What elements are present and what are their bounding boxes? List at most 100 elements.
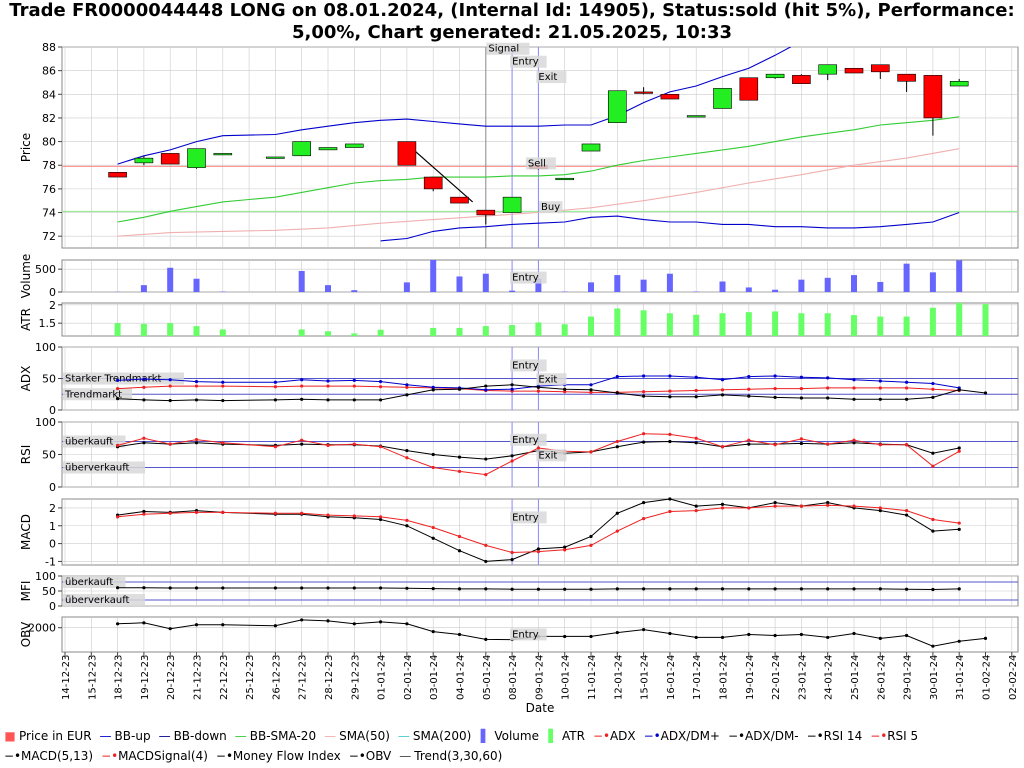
chart-title-line1: Trade FR0000044448 LONG on 08.01.2024, (… [9,0,1015,21]
volume-annotation: Entry [512,273,539,284]
legend-swatch: −• [870,729,888,743]
volume-bar [456,276,463,292]
atr-bar [956,303,963,336]
price-ytick-label: 86 [42,65,56,78]
rsi-series-line-point [852,438,856,442]
adx-series-line-point [326,384,330,388]
macd-series-line-point [194,510,199,514]
volume-ytick-label: 0 [49,286,56,299]
adx-series-line-point [905,380,909,384]
legend-item: — BB-SMA-20 [235,726,316,746]
atr-bar [482,326,489,336]
legend-swatch: — [399,749,412,763]
x-tick-label: 04-01-24 [456,655,467,700]
obv-series-line-point [457,632,462,637]
chart-title-line2: 5,00%, Chart generated: 21.05.2025, 10:3… [291,22,733,43]
rsi-series-line-point [300,442,304,446]
legend-item: −•OBV [349,746,392,766]
legend-item: −•ADX/DM- [728,726,799,746]
rsi-series-line-point [694,441,698,445]
obv-series-line-point [878,636,882,640]
adx-series-line-point [536,385,541,389]
x-tick-label: 10-01-24 [561,655,572,700]
macd-series-line-point [720,506,725,510]
legend-swatch: −• [592,729,611,743]
adx-series-line-point [668,374,672,378]
macd-series-line-point [379,517,383,522]
volume-bar [351,290,358,292]
mfi-series-line-point [431,587,435,591]
atr-bar [351,333,358,336]
adx-series-line-point [457,387,462,391]
chart-legend: ■ Price in EUR — BB-up — BB-down — BB-SMA-20— SM… [4,726,1020,766]
adx-series-line-point [589,388,593,392]
mfi-series-line-point [168,586,172,590]
legend-item: — SMA(50) [324,726,390,746]
macd-series-line-point [563,548,567,552]
legend-label: BB-up [114,729,151,743]
candle [344,143,364,148]
macd-series-line-point [826,500,830,505]
legend-swatch: −• [643,729,661,743]
candle [844,67,864,74]
mfi-series-line-point [194,586,199,590]
obv-series-line-point [352,622,356,626]
mfi-series-line-point [405,586,409,590]
x-tick-label: 24-01-24 [824,655,835,700]
x-tick-label: 23-01-24 [797,655,808,700]
mfi-level-label: überverkauft [65,595,130,606]
adx-series-line-point [852,397,856,401]
rsi-series-line-point [668,432,672,436]
rsi-annotation: Entry [512,435,539,446]
x-tick-label: 05-01-24 [482,655,493,700]
legend-item: ▌ Volume [479,726,539,746]
adx-series-line-point [326,398,330,402]
x-tick-label: 22-01-24 [771,655,782,700]
adx-series-line-point [931,381,935,386]
x-tick-label: 22-12-23 [219,655,230,700]
adx-series-line-point [589,383,593,387]
macd-ytick-label: 1 [49,520,56,533]
macd-series-line-point [773,504,777,508]
x-tick-label: 03-01-24 [429,655,440,700]
legend-label: ADX [609,729,636,743]
adx-series-line-point [379,380,383,384]
macd-series-line-point [668,497,672,501]
adx-series-line-point [799,375,804,379]
adx-series-line-point [194,384,199,388]
macd-series-line-point [878,506,882,510]
price-annotation-bg [510,55,547,68]
adx-series-line-point [326,379,330,383]
x-tick-label: 16-01-24 [666,655,677,700]
adx-series-line-point [536,389,541,393]
x-tick-label: 17-01-24 [692,655,703,700]
adx-series-line-point [852,378,856,382]
x-tick-label: 18-01-24 [719,655,730,700]
price-annotation: Entry [512,57,539,68]
volume-bar [929,272,936,292]
price-ytick-label: 72 [42,230,56,243]
rsi-series-line-point [300,438,304,442]
atr-bar [430,327,437,336]
obv-series-line-point [773,633,777,638]
price-ytick-label: 78 [42,159,56,172]
mfi-ytick-label: 0 [49,600,56,613]
adx-series-line-point [747,375,751,379]
mfi-series-line-point [352,586,356,590]
mfi-series-line-point [720,587,725,591]
macd-ytick-label: 0 [49,538,56,551]
candle [581,143,601,152]
macd-series-line-point [905,508,909,513]
macd-series-line-point [668,509,672,514]
volume-bar [877,281,884,292]
candle [713,88,732,109]
mfi-series-line-point [273,586,277,590]
atr-bar [614,308,621,336]
adx-series-line-point [878,379,882,383]
volume-bar [430,260,437,292]
rsi-series-line-point [826,442,830,446]
macd-series-line-point [405,524,409,528]
adx-series-line-point [194,398,199,402]
x-tick-label: 01-02-24 [982,655,993,700]
obv-series-line-point [300,618,304,622]
